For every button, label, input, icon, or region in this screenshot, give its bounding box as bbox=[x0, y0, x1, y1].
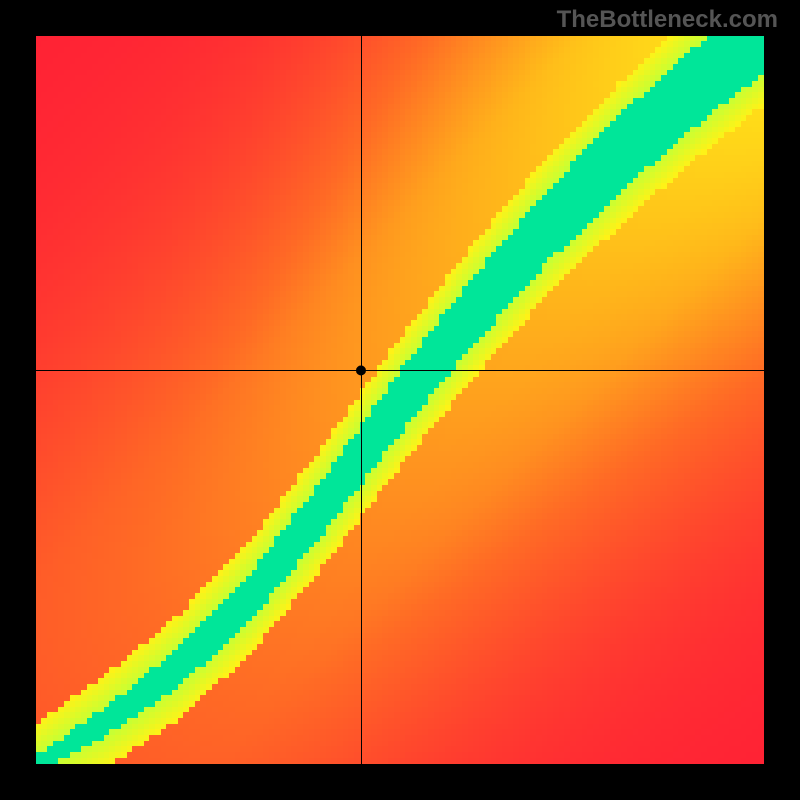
watermark-text: TheBottleneck.com bbox=[557, 6, 778, 34]
chart-container: TheBottleneck.com bbox=[0, 0, 800, 800]
bottleneck-heatmap bbox=[36, 36, 764, 764]
